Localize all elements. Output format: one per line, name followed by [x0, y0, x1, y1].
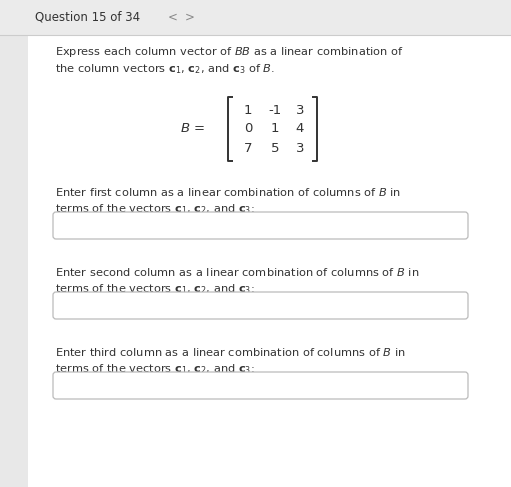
Text: Question 15 of 34: Question 15 of 34: [35, 11, 140, 24]
Text: Express each column vector of $\mathit{BB}$ as a linear combination of: Express each column vector of $\mathit{B…: [55, 45, 404, 59]
FancyBboxPatch shape: [28, 0, 511, 487]
Text: 1: 1: [244, 104, 252, 116]
Text: Enter third column as a linear combination of columns of $\mathit{B}$ in: Enter third column as a linear combinati…: [55, 346, 406, 358]
Text: 1: 1: [271, 123, 279, 135]
Text: Enter first column as a linear combination of columns of $\mathit{B}$ in: Enter first column as a linear combinati…: [55, 186, 401, 198]
FancyBboxPatch shape: [53, 292, 468, 319]
Text: 5: 5: [271, 142, 279, 154]
Text: 4: 4: [296, 123, 304, 135]
Text: $B\,=$: $B\,=$: [179, 123, 205, 135]
Text: -1: -1: [268, 104, 282, 116]
Text: terms of the vectors $\mathbf{c}_1$, $\mathbf{c}_2$, and $\mathbf{c}_3$:: terms of the vectors $\mathbf{c}_1$, $\m…: [55, 282, 255, 296]
Text: >: >: [185, 11, 195, 24]
Text: the column vectors $\mathbf{c}_1$, $\mathbf{c}_2$, and $\mathbf{c}_3$ of $\mathi: the column vectors $\mathbf{c}_1$, $\mat…: [55, 62, 275, 76]
Text: Enter second column as a linear combination of columns of $\mathit{B}$ in: Enter second column as a linear combinat…: [55, 266, 420, 278]
FancyBboxPatch shape: [0, 0, 28, 487]
Text: terms of the vectors $\mathbf{c}_1$, $\mathbf{c}_2$, and $\mathbf{c}_3$:: terms of the vectors $\mathbf{c}_1$, $\m…: [55, 362, 255, 376]
Text: 3: 3: [296, 104, 304, 116]
FancyBboxPatch shape: [53, 372, 468, 399]
FancyBboxPatch shape: [0, 0, 511, 35]
FancyBboxPatch shape: [53, 212, 468, 239]
Text: terms of the vectors $\mathbf{c}_1$, $\mathbf{c}_2$, and $\mathbf{c}_3$:: terms of the vectors $\mathbf{c}_1$, $\m…: [55, 202, 255, 216]
Text: 7: 7: [244, 142, 252, 154]
Text: 3: 3: [296, 142, 304, 154]
Text: <: <: [168, 11, 178, 24]
Text: 0: 0: [244, 123, 252, 135]
